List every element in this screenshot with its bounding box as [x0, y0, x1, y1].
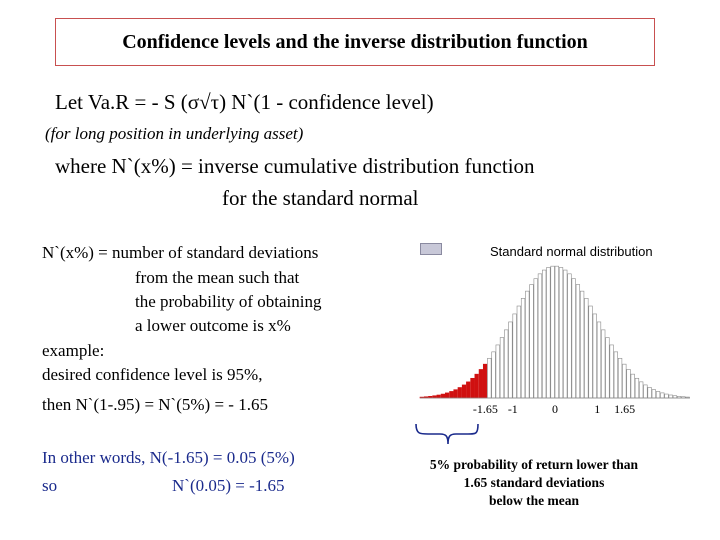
tail-bar — [440, 393, 446, 399]
histogram-bar — [668, 394, 673, 399]
histogram-bar — [558, 267, 564, 399]
tail-bar — [482, 363, 488, 399]
histogram-bar — [550, 265, 555, 399]
histogram-bar — [504, 329, 509, 399]
slide-title-text: Confidence levels and the inverse distri… — [122, 30, 588, 53]
histogram-bar — [537, 273, 543, 399]
histogram-bar — [529, 284, 534, 399]
bracket-path — [415, 423, 479, 445]
histogram-bar — [508, 321, 513, 399]
definition-line-2: from the mean such that — [135, 268, 300, 287]
tail-bar — [478, 369, 483, 399]
tail-bracket-overlay — [415, 423, 479, 445]
tail-bar — [445, 392, 450, 399]
distribution-chart — [419, 265, 690, 399]
definition-line-3: the probability of obtaining — [135, 292, 322, 311]
slide-title: Confidence levels and the inverse distri… — [55, 18, 655, 66]
histogram-bar — [571, 278, 576, 399]
other-words-line-2: N`(0.05) = -1.65 — [172, 476, 285, 495]
histogram-bar — [546, 267, 551, 399]
example-line-3: then N`(1-.95) = N`(5%) = - 1.65 — [42, 395, 268, 414]
example-line-2: desired confidence level is 95%, — [42, 365, 263, 384]
histogram-bar — [643, 384, 648, 399]
other-words-line-1: In other words, N(-1.65) = 0.05 (5%) — [42, 448, 295, 467]
tail-bar — [457, 387, 462, 399]
var-formula: Let Va.R = - S (σ√τ) N`(1 - confidence l… — [55, 90, 434, 114]
histogram-bar — [660, 392, 665, 399]
caption-line-3: below the mean — [489, 493, 579, 508]
chart-mini-button — [420, 243, 442, 255]
tail-bar — [466, 381, 471, 399]
example-label: example: — [42, 341, 105, 360]
where-line-2: for the standard normal — [222, 186, 419, 210]
histogram-bar — [613, 351, 618, 399]
histogram-bar — [596, 321, 602, 399]
histogram-bar — [609, 344, 614, 399]
x-tick-label: -1 — [507, 402, 518, 416]
caption-line-1: 5% probability of return lower than — [429, 457, 639, 472]
tail-bar — [470, 377, 475, 399]
histogram-bar — [651, 389, 656, 399]
histogram-bar — [639, 381, 644, 399]
histogram-bar — [584, 298, 589, 399]
histogram-bar — [567, 273, 572, 399]
x-tick-label: 1.65 — [614, 402, 636, 416]
definition-line-1: N`(x%) = number of standard deviations — [42, 243, 319, 262]
chart-title: Standard normal distribution — [490, 244, 653, 259]
histogram-bar — [491, 351, 496, 399]
histogram-bar — [520, 298, 526, 399]
histogram-bar — [605, 337, 610, 399]
position-note: (for long position in underlying asset) — [45, 124, 304, 143]
definition-line-4: a lower outcome is x% — [135, 316, 291, 335]
histogram-bar — [525, 290, 530, 399]
histogram-bar — [575, 284, 581, 399]
where-line-1: where N`(x%) = inverse cumulative distri… — [55, 154, 535, 178]
histogram-bar — [554, 265, 559, 399]
histogram-bar — [588, 305, 593, 399]
caption-line-2: 1.65 standard deviations — [463, 475, 605, 490]
histogram-bar — [634, 377, 640, 399]
histogram-bar — [655, 391, 661, 399]
chart-caption: 5% probability of return lower than 1.65… — [404, 456, 664, 510]
tail-bar — [461, 384, 467, 399]
other-words-so: so — [42, 476, 58, 495]
tail-bar — [436, 394, 441, 399]
histogram-bar — [542, 269, 547, 399]
histogram-bar — [533, 278, 538, 399]
tail-bar — [453, 389, 458, 399]
histogram-bar — [592, 313, 597, 399]
histogram-bar — [499, 337, 505, 399]
histogram-bar — [580, 290, 585, 399]
tail-bar — [474, 373, 479, 399]
histogram-bar — [495, 344, 500, 399]
histogram-bar — [622, 363, 627, 399]
histogram-bar — [516, 305, 521, 399]
histogram-bar — [630, 373, 635, 399]
histogram-bar — [647, 387, 652, 399]
histogram-bar — [617, 357, 623, 399]
histogram-bar — [664, 393, 669, 399]
x-tick-label: 0 — [552, 402, 558, 416]
x-tick-label: -1.65 — [472, 402, 498, 416]
histogram-bar — [601, 329, 606, 399]
histogram-bar — [487, 357, 492, 399]
x-tick-label: 1 — [594, 402, 601, 416]
histogram-bars — [419, 265, 690, 399]
histogram-bar — [512, 313, 517, 399]
tail-bar — [449, 391, 454, 399]
histogram-bar — [563, 269, 568, 399]
histogram-bar — [626, 369, 631, 399]
